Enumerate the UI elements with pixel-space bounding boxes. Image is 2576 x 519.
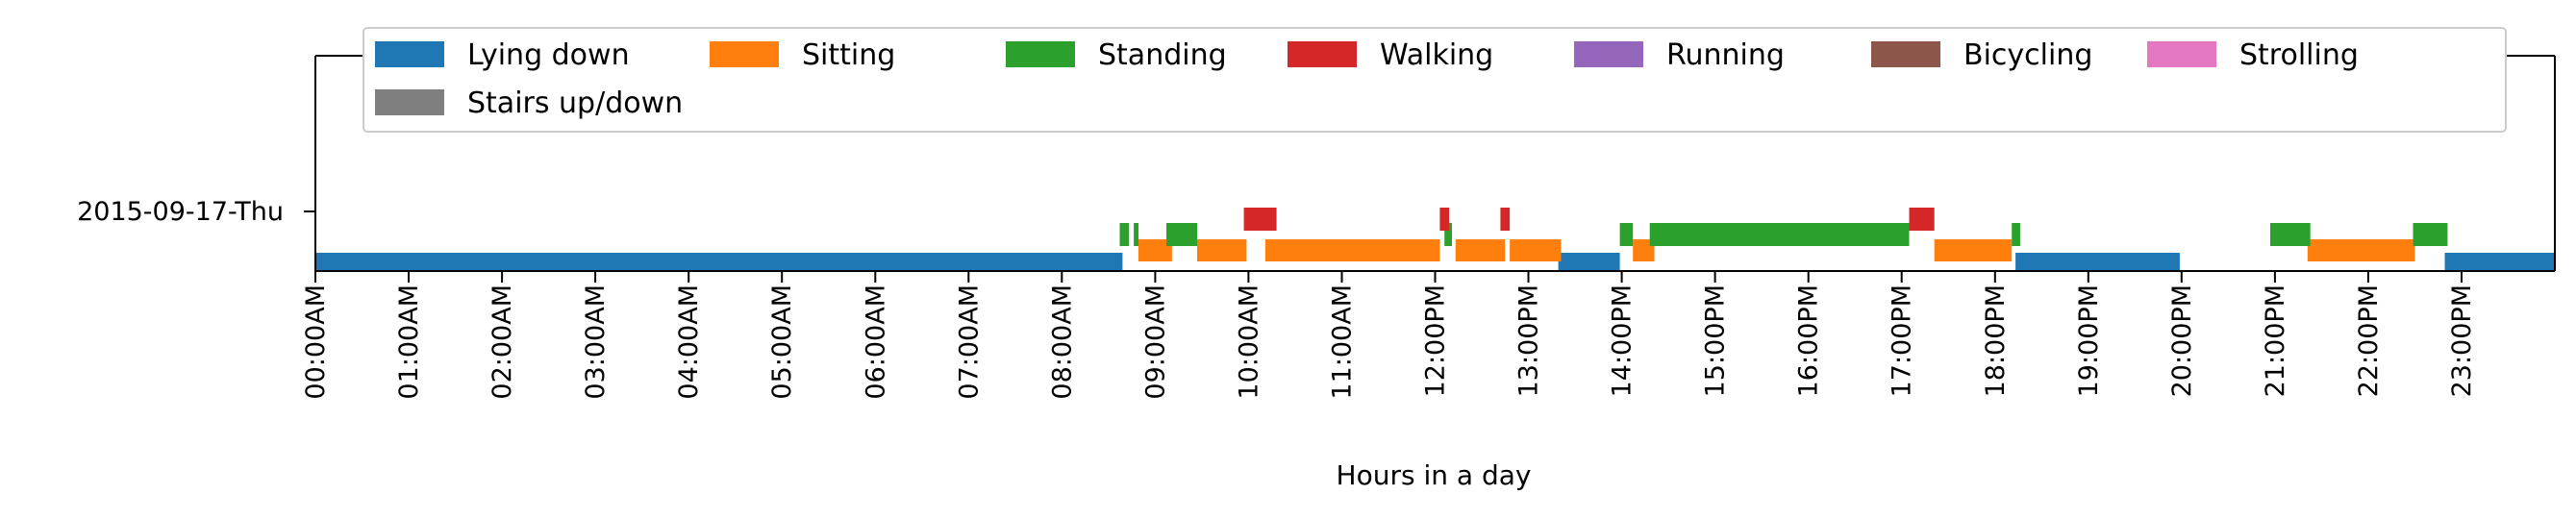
x-tick-label: 00:00AM: [301, 284, 331, 400]
activity-bar-lying-down: [315, 253, 1123, 271]
activity-bar-walking: [1500, 208, 1511, 231]
x-tick-label: 09:00AM: [1140, 284, 1170, 400]
legend-swatch-strolling: [2147, 41, 2216, 67]
legend-label-bicycling: Bicycling: [1963, 38, 2092, 72]
x-axis-label: Hours in a day: [1337, 459, 1532, 491]
legend-swatch-standing: [1006, 41, 1075, 67]
activity-bar-walking: [1909, 208, 1935, 231]
activity-bar-lying-down: [2015, 253, 2180, 271]
x-tick-label: 19:00PM: [2074, 284, 2104, 397]
x-tick-label: 07:00AM: [954, 284, 984, 400]
legend-label-strolling: Strolling: [2239, 38, 2359, 72]
legend-swatch-lying-down: [375, 41, 444, 67]
x-tick-label: 18:00PM: [1981, 284, 2011, 397]
legend-label-running: Running: [1666, 38, 1785, 72]
activity-bar-standing: [1119, 223, 1130, 246]
activity-bar-standing: [1619, 223, 1634, 246]
plot-area: 00:00AM 01:00AM 02:00AM 03:00AM 04:00AM 05:00…: [301, 55, 2556, 400]
x-tick-label: 20:00PM: [2167, 284, 2197, 397]
activity-bar-standing: [1166, 223, 1197, 246]
x-tick-label: 15:00PM: [1701, 284, 1731, 397]
legend-label-standing: Standing: [1098, 38, 1227, 72]
activity-bar-standing: [1649, 223, 1910, 246]
legend-swatch-walking: [1288, 41, 1357, 67]
activity-bar-sitting: [1633, 239, 1655, 261]
activity-bar-standing: [2270, 223, 2311, 246]
legend-swatch-sitting: [710, 41, 779, 67]
activity-bar-sitting: [1138, 239, 1172, 261]
x-tick-label: 17:00PM: [1888, 284, 1917, 397]
activity-bar-sitting: [1264, 239, 1440, 261]
activity-bar-lying-down: [2444, 253, 2555, 271]
activity-bar-sitting: [1510, 239, 1562, 261]
activity-bar-standing: [2012, 223, 2020, 246]
legend-label-walking: Walking: [1380, 38, 1493, 72]
x-tick-label: 11:00AM: [1328, 284, 1358, 400]
activity-bar-sitting: [2307, 239, 2415, 261]
x-tick-label: 13:00PM: [1514, 284, 1544, 397]
legend-swatch-bicycling: [1871, 41, 1940, 67]
x-tick-label: 05:00AM: [767, 284, 797, 400]
legend-label-stairs-up-down: Stairs up/down: [467, 86, 683, 120]
legend-label-sitting: Sitting: [802, 38, 895, 72]
x-tick-label: 23:00PM: [2447, 284, 2477, 397]
activity-bar-sitting: [1934, 239, 2013, 261]
activity-bar-lying-down: [1558, 253, 1620, 271]
activity-bar-standing: [2413, 223, 2448, 246]
legend-swatch-running: [1574, 41, 1643, 67]
x-tick-label: 03:00AM: [581, 284, 611, 400]
legend-frame: [363, 27, 2507, 133]
activity-bar-standing: [1134, 223, 1138, 246]
x-tick-label: 02:00AM: [488, 284, 517, 400]
x-tick-label: 12:00PM: [1421, 284, 1451, 397]
x-tick-label: 06:00AM: [861, 284, 890, 400]
legend-swatch-stairs-up-down: [375, 89, 444, 115]
x-tick-label: 08:00AM: [1047, 284, 1077, 400]
x-tick-label: 10:00AM: [1234, 284, 1263, 400]
x-tick-label: 01:00AM: [394, 284, 424, 400]
activity-bar-standing: [1444, 223, 1452, 246]
x-tick-label: 14:00PM: [1608, 284, 1638, 397]
x-tick-label: 16:00PM: [1794, 284, 1824, 397]
legend: Lying down Sitting Standing Walking Running B…: [363, 27, 2507, 133]
x-tick-label: 22:00PM: [2354, 284, 2384, 397]
activity-bar-walking: [1439, 208, 1450, 231]
x-tick-label: 04:00AM: [674, 284, 704, 400]
row-label: 2015-09-17-Thu: [77, 197, 284, 227]
activity-bar-sitting: [1455, 239, 1506, 261]
x-tick-label: 21:00PM: [2261, 284, 2290, 397]
activity-bar-sitting: [1197, 239, 1247, 261]
activity-bar-walking: [1243, 208, 1277, 231]
legend-label-lying-down: Lying down: [467, 38, 630, 72]
